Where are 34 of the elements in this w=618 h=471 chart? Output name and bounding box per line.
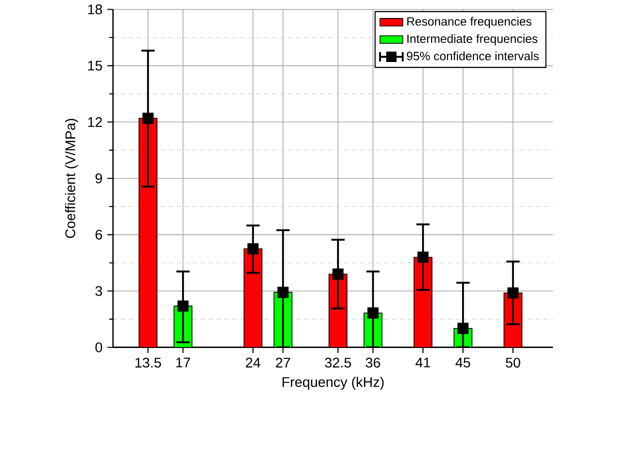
bar [138, 118, 158, 348]
x-tick-label: 17 [176, 358, 190, 368]
point [177, 300, 189, 312]
y-tick-label: 3 [95, 286, 102, 296]
x-tick-label: 24 [246, 358, 260, 368]
point [277, 286, 289, 298]
x-tick-label: 36 [366, 358, 380, 368]
bar [244, 248, 262, 348]
x-tick-label: 13.5 [135, 358, 161, 368]
point [457, 322, 469, 334]
x-axis-title: Frequency (kHz) [282, 376, 384, 390]
x-tick-label: 32.5 [324, 358, 351, 368]
point [417, 252, 429, 263]
y-tick-label: 0 [95, 342, 102, 352]
y-tick-label: 18 [88, 4, 102, 14]
x-tick-label: 45 [456, 358, 470, 368]
bar [414, 256, 432, 348]
point [142, 112, 154, 124]
x-tick-label: 27 [276, 358, 290, 368]
y-tick-label: 12 [88, 117, 102, 127]
legend-label: 95% confidence intervals [406, 51, 539, 60]
point [507, 287, 519, 298]
y-tick-label: 15 [88, 60, 102, 70]
point [247, 243, 259, 254]
legend-label: Resonance frequencies [407, 16, 532, 28]
y-tick-label: 6 [96, 230, 102, 240]
point [332, 268, 344, 280]
point [367, 307, 379, 318]
y-tick-label: 9 [96, 173, 102, 184]
legend-label: Intermediate frequencies [407, 34, 538, 46]
y-axis-title: Coefficient (V/MPa) [65, 118, 78, 238]
x-tick-label: 50 [506, 358, 520, 368]
bar [328, 274, 348, 348]
x-tick-label: 41 [416, 358, 430, 368]
